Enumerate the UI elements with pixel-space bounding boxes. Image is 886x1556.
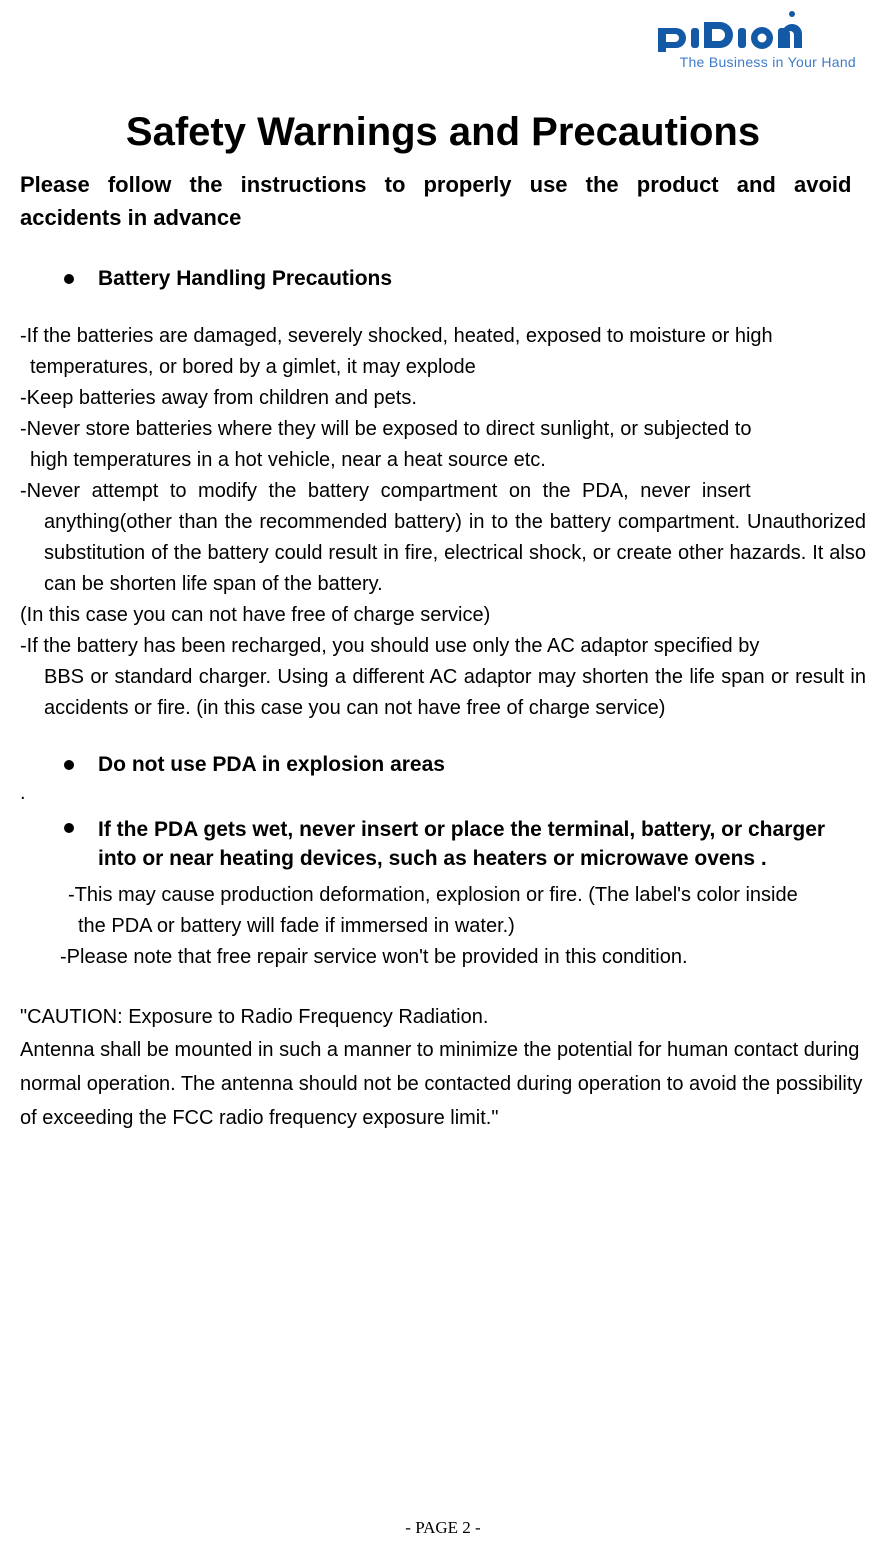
list-text: -Keep batteries away from children and p…	[20, 383, 866, 414]
document-body: Safety Warnings and Precautions Please f…	[20, 0, 866, 1135]
list-text: (In this case you can not have free of c…	[20, 600, 866, 631]
list-item: -Never attempt to modify the battery com…	[20, 476, 866, 600]
list-item: -If the battery has been recharged, you …	[20, 631, 866, 724]
list-text: the PDA or battery will fade if immersed…	[60, 911, 866, 942]
page-footer: - PAGE 2 -	[0, 1518, 886, 1538]
intro-line1: Please follow the instructions to proper…	[20, 168, 866, 201]
list-text: -Never store batteries where they will b…	[20, 414, 866, 445]
list-text: -If the batteries are damaged, severely …	[20, 321, 866, 352]
section-battery-heading: Battery Handling Precautions	[64, 264, 866, 293]
logo-mark	[656, 10, 856, 52]
section-wet-heading: If the PDA gets wet, never insert or pla…	[64, 815, 866, 874]
wet-sub-list: -This may cause production deformation, …	[60, 880, 866, 973]
brand-logo: The Business in Your Hand	[656, 10, 856, 70]
logo-tagline: The Business in Your Hand	[656, 54, 856, 70]
section-explosion-label: Do not use PDA in explosion areas	[98, 750, 445, 779]
intro-text: Please follow the instructions to proper…	[20, 168, 866, 234]
list-text: BBS or standard charger. Using a differe…	[20, 662, 866, 724]
list-text: anything(other than the recommended batt…	[20, 507, 866, 600]
page: The Business in Your Hand Safety Warning…	[0, 0, 886, 1556]
caution-body: Antenna shall be mounted in such a manne…	[20, 1033, 866, 1135]
list-item: -This may cause production deformation, …	[60, 880, 866, 942]
pidion-logo-svg	[656, 10, 856, 52]
list-text: -This may cause production deformation, …	[60, 880, 866, 911]
stray-dot: .	[20, 782, 866, 805]
battery-precautions-list: -If the batteries are damaged, severely …	[20, 321, 866, 724]
list-item: -Never store batteries where they will b…	[20, 414, 866, 476]
intro-line2: accidents in advance	[20, 205, 241, 230]
bullet-icon	[64, 823, 74, 833]
section-wet-label: If the PDA gets wet, never insert or pla…	[98, 815, 846, 874]
list-text: high temperatures in a hot vehicle, near…	[20, 445, 866, 476]
list-text: temperatures, or bored by a gimlet, it m…	[20, 352, 866, 383]
list-item: -Keep batteries away from children and p…	[20, 383, 866, 414]
section-battery-label: Battery Handling Precautions	[98, 264, 392, 293]
bullet-icon	[64, 760, 74, 770]
list-item: -If the batteries are damaged, severely …	[20, 321, 866, 383]
list-text: -Please note that free repair service wo…	[60, 942, 866, 973]
bullet-icon	[64, 274, 74, 284]
list-item: -Please note that free repair service wo…	[60, 942, 866, 973]
page-title: Safety Warnings and Precautions	[20, 110, 866, 154]
list-text: -If the battery has been recharged, you …	[20, 631, 866, 662]
caution-title: "CAUTION: Exposure to Radio Frequency Ra…	[20, 1001, 866, 1033]
list-item: (In this case you can not have free of c…	[20, 600, 866, 631]
list-text: -Never attempt to modify the battery com…	[20, 476, 866, 507]
section-explosion-heading: Do not use PDA in explosion areas	[64, 750, 866, 779]
